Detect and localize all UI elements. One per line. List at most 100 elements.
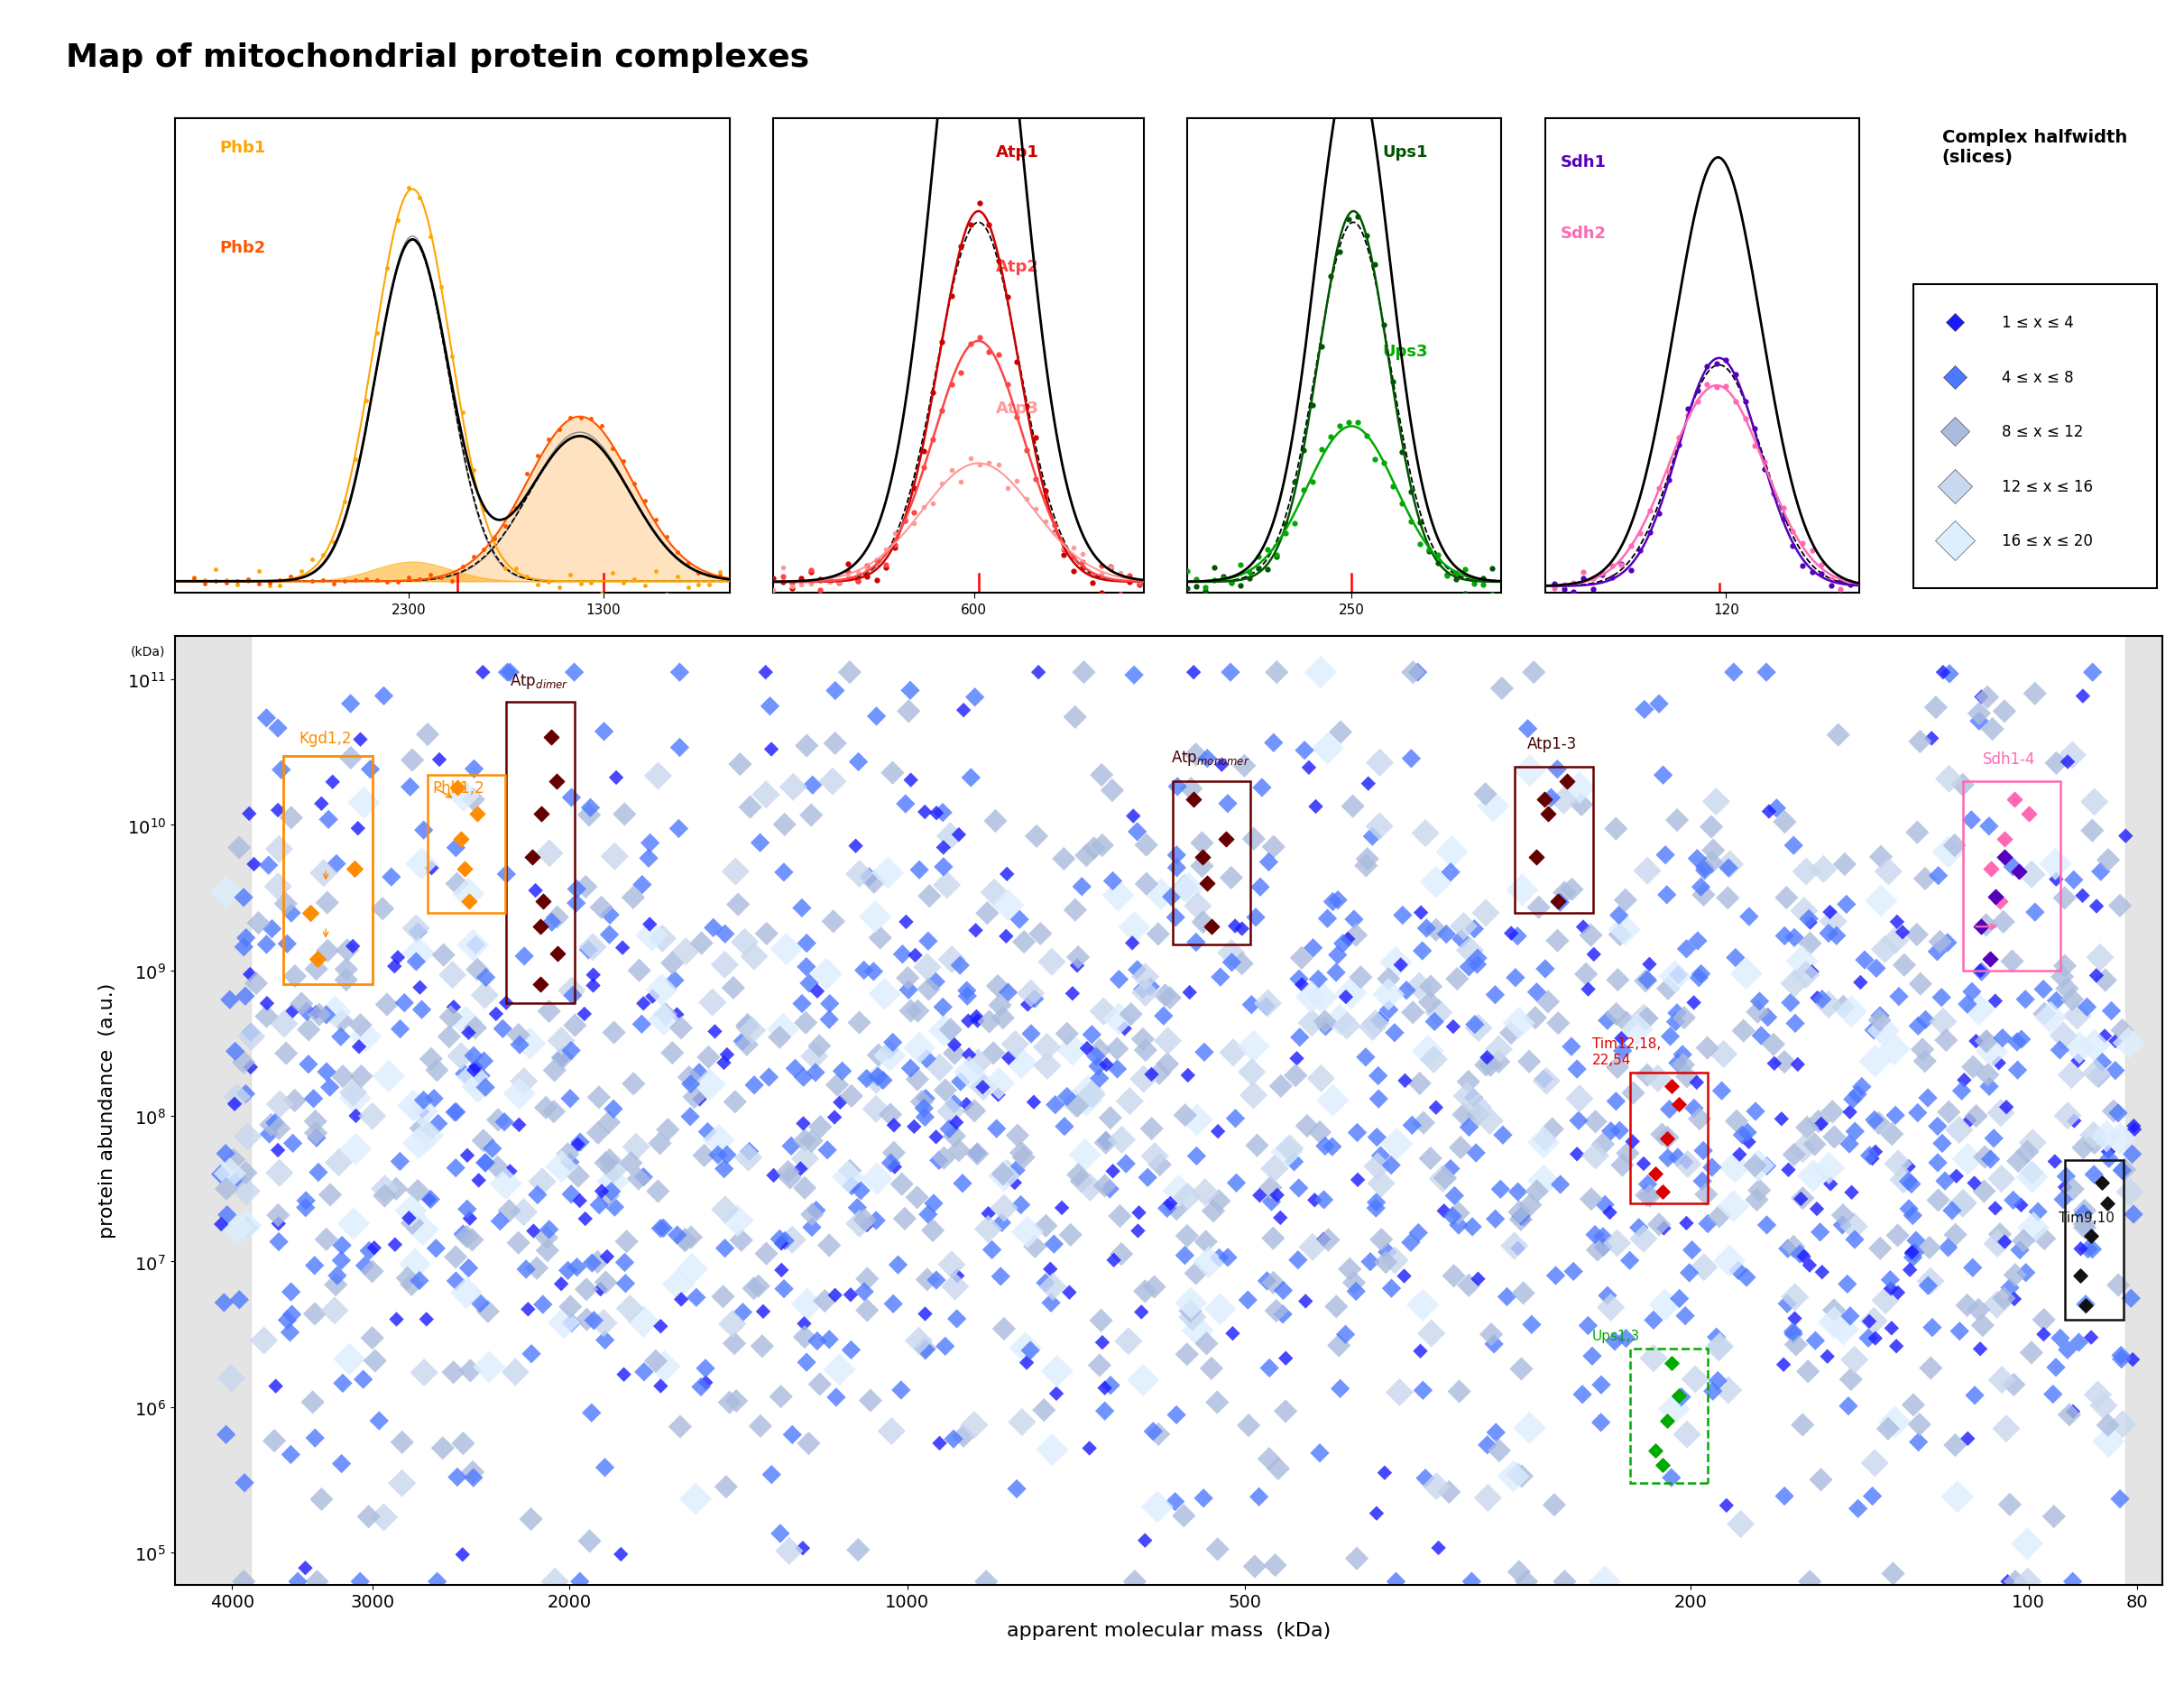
Point: [1406, 1377, 1441, 1404]
Point: [922, 1147, 957, 1174]
Point: [799, 978, 834, 1005]
Point: [1173, 1290, 1208, 1317]
Point: [1282, 966, 1317, 993]
Point: [743, 830, 778, 857]
Point: [321, 1148, 356, 1176]
Point: [1435, 1014, 1470, 1041]
Point: [570, 937, 605, 964]
Point: [2040, 750, 2075, 777]
Point: [1092, 1176, 1127, 1203]
Point: [1468, 900, 1503, 927]
Point: [483, 1208, 518, 1235]
Point: [1289, 1113, 1324, 1140]
Point: [2075, 1235, 2110, 1263]
Point: [1610, 1009, 1645, 1036]
Point: [1533, 784, 1568, 811]
Point: [1053, 1222, 1088, 1249]
Point: [1177, 659, 1212, 687]
Point: [1841, 1494, 1876, 1522]
Point: [234, 1024, 269, 1051]
Point: [788, 1009, 823, 1036]
Point: [1201, 1188, 1236, 1215]
Point: [446, 1540, 480, 1568]
Point: [880, 1251, 915, 1278]
Point: [2016, 1130, 2051, 1157]
Point: [456, 932, 491, 959]
Point: [1981, 1050, 2016, 1077]
Point: [2051, 1102, 2086, 1130]
Point: [607, 801, 642, 828]
Point: [288, 1195, 323, 1222]
Point: [736, 942, 771, 970]
Point: [339, 1102, 373, 1130]
Point: [535, 908, 570, 935]
Point: [568, 1205, 603, 1232]
Point: [797, 1043, 832, 1070]
Point: [1749, 1004, 1784, 1031]
Bar: [284, 757, 371, 985]
Point: [1695, 1377, 1730, 1404]
Point: [668, 1227, 703, 1254]
Point: [1350, 770, 1385, 797]
Point: [2088, 1123, 2123, 1150]
Point: [1725, 1121, 1760, 1148]
Point: [1153, 1189, 1188, 1217]
Point: [769, 935, 804, 963]
Point: [402, 1268, 437, 1295]
Point: [587, 1454, 622, 1481]
FancyBboxPatch shape: [1913, 285, 2158, 590]
Point: [1334, 980, 1369, 1007]
Point: [1946, 1191, 1981, 1218]
Point: [736, 1072, 771, 1099]
Point: [2001, 1056, 2035, 1084]
Point: [625, 1010, 660, 1038]
Point: [959, 1004, 994, 1031]
Point: [1503, 1557, 1538, 1585]
Point: [1627, 1004, 1662, 1031]
Point: [1898, 1239, 1933, 1266]
Point: [1249, 1268, 1284, 1295]
Point: [2020, 1198, 2055, 1225]
Point: [1931, 765, 1966, 792]
Point: [878, 1154, 913, 1181]
Point: [310, 806, 345, 833]
Point: [297, 1252, 332, 1280]
Point: [1435, 1203, 1470, 1230]
Point: [1308, 1009, 1343, 1036]
Point: [1037, 1091, 1072, 1118]
Point: [369, 992, 404, 1019]
Point: [1396, 999, 1431, 1026]
Point: [1817, 1297, 1852, 1324]
Point: [1601, 901, 1636, 929]
Point: [400, 949, 435, 976]
Point: [2103, 1343, 2138, 1370]
Point: [627, 990, 662, 1017]
Bar: [507, 702, 574, 1004]
Point: [2009, 1568, 2044, 1595]
Point: [618, 1133, 653, 1160]
Point: [1096, 867, 1131, 895]
Point: [1413, 973, 1448, 1000]
Point: [1712, 850, 1747, 878]
Point: [1837, 1213, 1872, 1241]
Point: [2038, 1355, 2073, 1382]
Point: [537, 1568, 572, 1595]
Point: [1171, 1222, 1206, 1249]
Point: [1040, 1380, 1075, 1408]
Point: [1653, 1464, 1688, 1491]
Point: [1175, 1304, 1210, 1331]
Point: [502, 1080, 537, 1108]
Point: [404, 997, 439, 1024]
Point: [1878, 1409, 1913, 1436]
Point: [937, 1273, 972, 1300]
Point: [563, 1128, 598, 1155]
Point: [1085, 1329, 1120, 1356]
Point: [1955, 806, 1990, 833]
Point: [915, 1217, 950, 1244]
Point: [1828, 850, 1863, 878]
Point: [1645, 1179, 1679, 1206]
Point: [1937, 832, 1972, 859]
Point: [443, 1043, 478, 1070]
Point: [2114, 1285, 2149, 1312]
Point: [1795, 958, 1830, 985]
